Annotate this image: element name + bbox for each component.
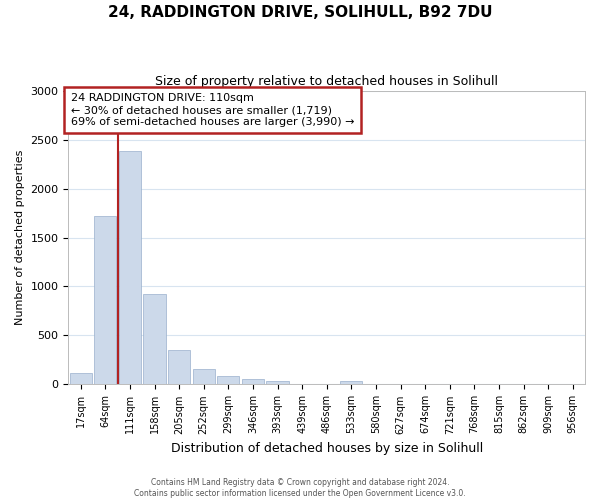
Bar	[94, 216, 116, 384]
Bar	[70, 372, 92, 384]
Title: Size of property relative to detached houses in Solihull: Size of property relative to detached ho…	[155, 75, 498, 88]
Text: 24 RADDINGTON DRIVE: 110sqm
← 30% of detached houses are smaller (1,719)
69% of : 24 RADDINGTON DRIVE: 110sqm ← 30% of det…	[71, 94, 355, 126]
Bar	[143, 294, 166, 384]
Bar	[242, 379, 264, 384]
Bar	[340, 381, 362, 384]
Bar	[193, 370, 215, 384]
Bar	[168, 350, 190, 384]
Y-axis label: Number of detached properties: Number of detached properties	[15, 150, 25, 325]
Text: 24, RADDINGTON DRIVE, SOLIHULL, B92 7DU: 24, RADDINGTON DRIVE, SOLIHULL, B92 7DU	[108, 5, 492, 20]
Text: Contains HM Land Registry data © Crown copyright and database right 2024.
Contai: Contains HM Land Registry data © Crown c…	[134, 478, 466, 498]
X-axis label: Distribution of detached houses by size in Solihull: Distribution of detached houses by size …	[170, 442, 483, 455]
Bar	[217, 376, 239, 384]
Bar	[119, 152, 141, 384]
Bar	[266, 380, 289, 384]
